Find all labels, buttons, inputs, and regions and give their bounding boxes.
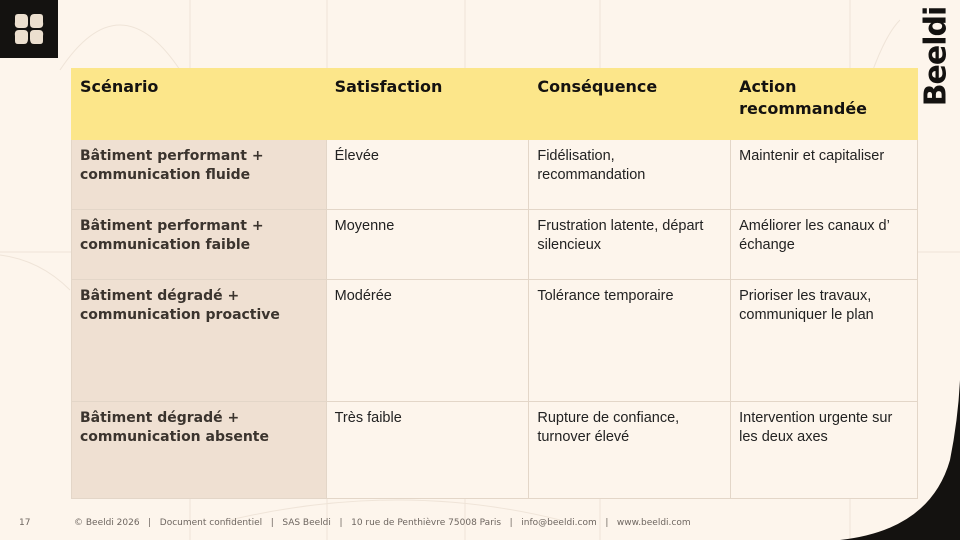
four-petal-flower-icon	[14, 14, 44, 44]
consequence-cell: Fidélisation, recommandation	[528, 139, 732, 210]
consequence-cell: Tolérance temporaire	[528, 279, 732, 402]
table-header-row: Scénario Satisfaction Conséquence Action…	[71, 68, 918, 140]
table-row: Bâtiment performant + communication flui…	[71, 139, 918, 210]
action-cell: Prioriser les travaux, communiquer le pl…	[730, 279, 918, 402]
table-row: Bâtiment dégradé + communication absente…	[71, 401, 918, 499]
scenario-cell: Bâtiment dégradé + communication absente	[71, 401, 327, 499]
footer-text: © Beeldi 2026 | Document confidentiel | …	[74, 518, 691, 528]
satisfaction-cell: Très faible	[325, 401, 530, 499]
action-cell: Intervention urgente sur les deux axes	[730, 401, 918, 499]
footer: 17 © Beeldi 2026 | Document confidentiel…	[0, 516, 700, 532]
header-satisfaction: Satisfaction	[325, 68, 530, 140]
page-number: 17	[19, 518, 31, 528]
scenario-cell: Bâtiment dégradé + communication proacti…	[71, 279, 327, 402]
satisfaction-cell: Élevée	[325, 139, 530, 210]
brand-wordmark: Beeldi	[918, 6, 954, 106]
action-cell: Améliorer les canaux d’ échange	[730, 209, 918, 280]
table-row: Bâtiment dégradé + communication proacti…	[71, 279, 918, 402]
table-row: Bâtiment performant + communication faib…	[71, 209, 918, 280]
scenario-cell: Bâtiment performant + communication flui…	[71, 139, 327, 210]
satisfaction-cell: Modérée	[325, 279, 530, 402]
logo	[0, 0, 58, 58]
brand-name: Beeldi	[918, 6, 954, 106]
header-consequence: Conséquence	[528, 68, 732, 140]
satisfaction-cell: Moyenne	[325, 209, 530, 280]
consequence-cell: Rupture de confiance, turnover élevé	[528, 401, 732, 499]
corner-decoration	[840, 380, 960, 540]
consequence-cell: Frustration latente, départ silencieux	[528, 209, 732, 280]
scenario-table: Scénario Satisfaction Conséquence Action…	[71, 68, 918, 499]
scenario-cell: Bâtiment performant + communication faib…	[71, 209, 327, 280]
action-cell: Maintenir et capitaliser	[730, 139, 918, 210]
header-action: Action recommandée	[730, 68, 918, 140]
header-scenario: Scénario	[71, 68, 327, 140]
